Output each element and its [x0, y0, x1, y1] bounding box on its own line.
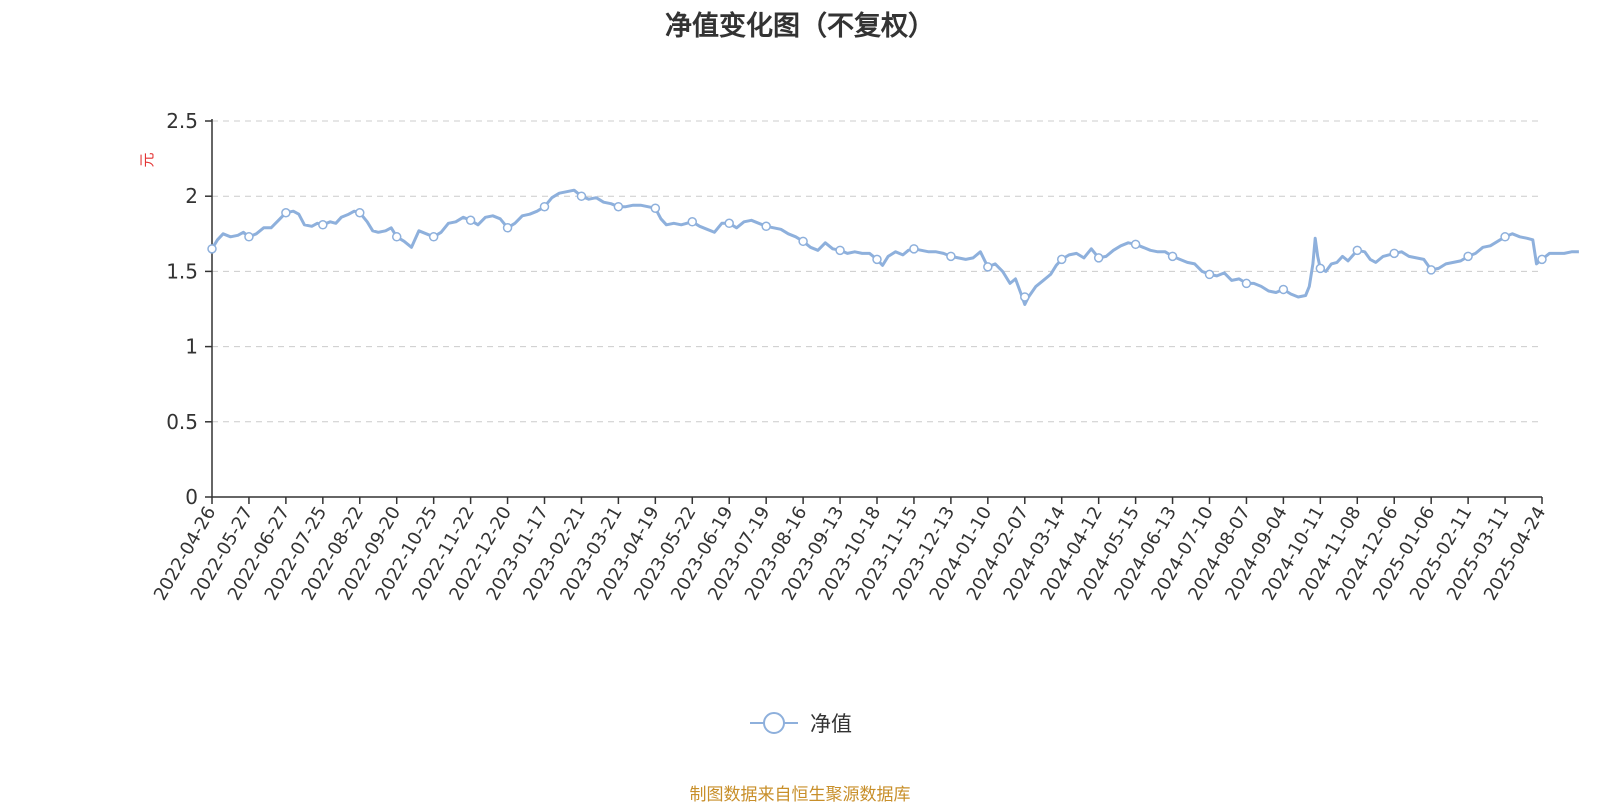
data-point[interactable]: [465, 215, 476, 226]
data-point[interactable]: [355, 207, 365, 218]
data-point[interactable]: [1537, 254, 1547, 265]
data-point[interactable]: [1167, 251, 1178, 262]
data-point[interactable]: [1241, 278, 1252, 289]
data-point[interactable]: [207, 244, 217, 254]
data-point[interactable]: [1278, 284, 1289, 295]
y-tick-labels: 0 0.5 1 1.5 2 2.5: [166, 109, 198, 509]
data-point[interactable]: [687, 217, 698, 227]
data-point[interactable]: [1204, 269, 1215, 280]
y-tick-label: 2: [185, 184, 198, 208]
data-point[interactable]: [1130, 239, 1141, 250]
data-point[interactable]: [909, 244, 919, 254]
data-point[interactable]: [1093, 253, 1104, 263]
data-point[interactable]: [650, 203, 661, 213]
data-point[interactable]: [1463, 251, 1473, 262]
data-point[interactable]: [1020, 292, 1030, 302]
series-net-value: [210, 188, 1579, 306]
y-tick-label: 0: [185, 485, 198, 509]
data-point[interactable]: [428, 232, 439, 242]
data-point[interactable]: [576, 191, 587, 201]
y-axis-unit: 元: [138, 152, 156, 167]
legend-label: 净值: [810, 712, 852, 736]
data-point[interactable]: [318, 220, 328, 230]
data-point[interactable]: [761, 221, 771, 232]
data-point[interactable]: [391, 232, 402, 242]
data-point[interactable]: [798, 236, 808, 247]
data-point[interactable]: [1500, 232, 1510, 242]
data-point[interactable]: [539, 201, 550, 212]
grid-lines: [212, 120, 1542, 423]
data-point[interactable]: [983, 262, 993, 272]
source-note: 制图数据来自恒生聚源数据库: [689, 785, 911, 805]
y-tick-label: 1.5: [166, 259, 198, 283]
data-point[interactable]: [835, 245, 845, 256]
series-line: [210, 188, 1579, 306]
data-point[interactable]: [1352, 245, 1363, 256]
data-point[interactable]: [1426, 265, 1436, 275]
data-point[interactable]: [244, 232, 254, 242]
y-tick-label: 0.5: [166, 410, 198, 434]
data-point[interactable]: [946, 251, 956, 262]
data-point[interactable]: [502, 223, 513, 233]
data-point[interactable]: [281, 207, 291, 218]
legend[interactable]: 净值: [0, 708, 1600, 738]
data-point[interactable]: [1056, 254, 1067, 265]
x-tick-labels: 2022-04-262022-05-272022-06-272022-07-25…: [150, 503, 1550, 604]
data-point[interactable]: [613, 201, 624, 212]
data-point[interactable]: [1315, 263, 1326, 274]
y-tick-label: 2.5: [166, 109, 198, 133]
axes: [205, 119, 1543, 504]
data-point[interactable]: [872, 254, 882, 265]
data-point[interactable]: [1389, 248, 1399, 259]
data-point[interactable]: [724, 218, 734, 229]
legend-line-marker-icon: [750, 712, 798, 734]
series-markers: [207, 191, 1547, 302]
y-tick-label: 1: [185, 335, 198, 359]
chart-title: 净值变化图（不复权）: [665, 11, 935, 42]
